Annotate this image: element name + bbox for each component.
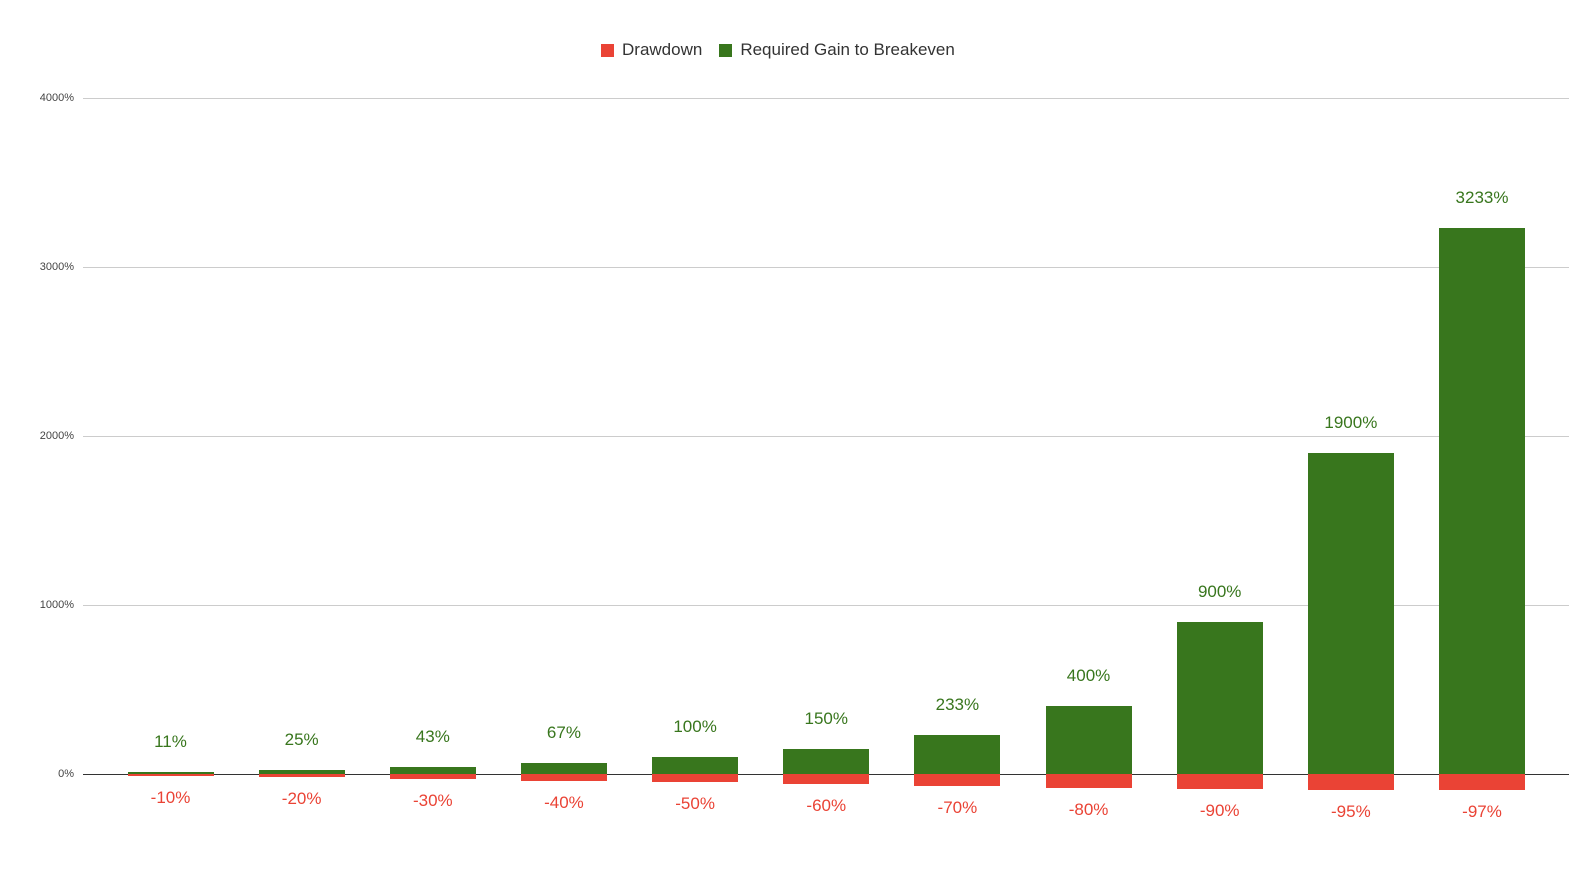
- drawdown-value-label: -95%: [1331, 802, 1371, 822]
- required-gain-swatch-icon: [719, 43, 733, 57]
- drawdown-value-label: -97%: [1462, 802, 1502, 822]
- legend-item-drawdown[interactable]: Drawdown: [601, 40, 702, 60]
- required-gain-bar[interactable]: [520, 762, 607, 774]
- y-axis-tick-label: 3000%: [39, 261, 74, 273]
- required-gain-bar[interactable]: [783, 748, 870, 774]
- y-axis-tick-label: 0%: [58, 768, 74, 780]
- required-gain-value-label: 3233%: [1455, 187, 1509, 207]
- chart-legend: Drawdown Required Gain to Breakeven: [601, 39, 955, 61]
- legend-label-required-gain: Required Gain to Breakeven: [740, 40, 955, 59]
- y-axis-tick-label: 2000%: [39, 430, 74, 442]
- legend-item-required-gain[interactable]: Required Gain to Breakeven: [719, 40, 955, 60]
- drawdown-bar[interactable]: [1176, 774, 1263, 790]
- required-gain-value-label: 900%: [1197, 581, 1242, 601]
- drawdown-value-label: -30%: [412, 791, 453, 811]
- required-gain-value-label: 11%: [154, 732, 187, 752]
- required-gain-bar[interactable]: [1176, 621, 1263, 774]
- required-gain-bar[interactable]: [1439, 227, 1525, 774]
- required-gain-bar[interactable]: [127, 772, 214, 774]
- required-gain-bar[interactable]: [1045, 706, 1132, 774]
- drawdown-bar[interactable]: [258, 774, 345, 778]
- y-axis-tick-label: 1000%: [39, 599, 74, 611]
- required-gain-value-label: 25%: [284, 729, 319, 749]
- drawdown-bar[interactable]: [1045, 774, 1132, 788]
- drawdown-bar[interactable]: [1307, 774, 1394, 791]
- drawdown-value-label: -40%: [544, 792, 584, 812]
- drawdown-bar[interactable]: [783, 774, 870, 785]
- required-gain-bar[interactable]: [258, 769, 345, 774]
- required-gain-bar[interactable]: [1307, 452, 1394, 774]
- drawdown-swatch-icon: [601, 43, 614, 57]
- drawdown-bar[interactable]: [520, 774, 607, 781]
- drawdown-bar[interactable]: [914, 774, 1001, 786]
- drawdown-value-label: -60%: [806, 796, 847, 816]
- drawdown-bar[interactable]: [652, 774, 739, 783]
- required-gain-bar[interactable]: [652, 757, 739, 774]
- drawdown-bar[interactable]: [1439, 774, 1525, 791]
- gridline: [83, 266, 1569, 268]
- required-gain-bar[interactable]: [389, 766, 476, 774]
- required-gain-value-label: 43%: [415, 726, 450, 746]
- drawdown-value-label: -50%: [675, 794, 715, 814]
- required-gain-value-label: 150%: [804, 708, 848, 728]
- gridline: [83, 97, 1569, 99]
- drawdown-bar[interactable]: [389, 774, 476, 780]
- drawdown-value-label: -90%: [1199, 801, 1240, 821]
- required-gain-value-label: 67%: [546, 722, 581, 742]
- gridline: [83, 435, 1569, 437]
- y-axis-tick-label: 4000%: [39, 92, 74, 104]
- drawdown-bar[interactable]: [127, 774, 214, 776]
- drawdown-value-label: -70%: [937, 797, 978, 817]
- gridline: [83, 604, 1569, 606]
- drawdown-value-label: -10%: [150, 787, 191, 807]
- drawdown-value-label: -80%: [1068, 799, 1109, 819]
- required-gain-value-label: 100%: [673, 717, 717, 737]
- legend-label-drawdown: Drawdown: [622, 40, 703, 59]
- drawdown-value-label: -20%: [281, 789, 322, 809]
- required-gain-value-label: 1900%: [1324, 412, 1378, 432]
- required-gain-value-label: 400%: [1066, 666, 1111, 686]
- required-gain-bar[interactable]: [914, 734, 1001, 774]
- required-gain-value-label: 233%: [935, 694, 980, 714]
